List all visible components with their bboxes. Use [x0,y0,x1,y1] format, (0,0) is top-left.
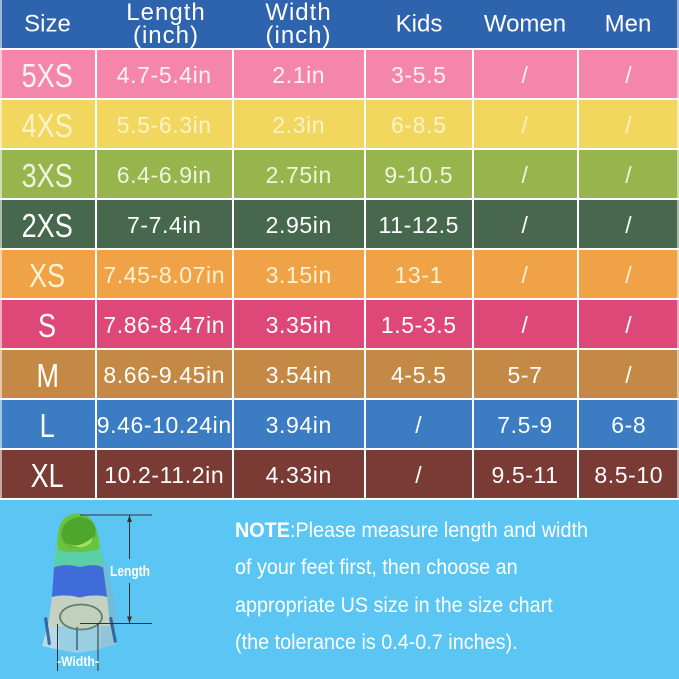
svg-text:-Width-: -Width- [57,653,99,669]
svg-text:Length: Length [110,563,150,580]
